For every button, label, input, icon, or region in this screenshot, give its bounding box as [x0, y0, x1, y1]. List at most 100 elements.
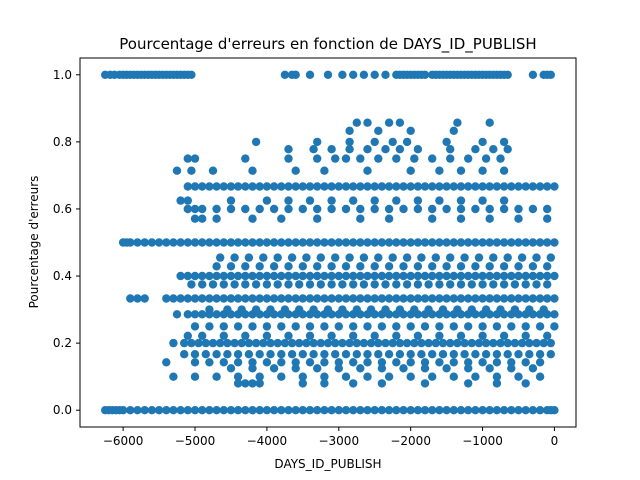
- data-point: [507, 238, 516, 247]
- data-point: [298, 262, 307, 271]
- data-point: [514, 294, 523, 303]
- data-point: [406, 294, 415, 303]
- data-point: [183, 196, 192, 205]
- data-point: [341, 372, 351, 381]
- data-point: [449, 358, 458, 367]
- data-point: [363, 271, 372, 281]
- data-point: [417, 253, 426, 262]
- data-point: [255, 372, 264, 381]
- y-tick-label: 0.2: [53, 336, 72, 350]
- data-point: [331, 338, 340, 348]
- data-point: [251, 280, 261, 289]
- data-point: [356, 271, 365, 281]
- data-point: [269, 262, 279, 271]
- data-point: [499, 262, 509, 271]
- data-point: [313, 364, 322, 373]
- data-point: [190, 350, 200, 359]
- data-point: [395, 350, 405, 359]
- data-point: [528, 238, 538, 247]
- data-point: [356, 214, 365, 223]
- data-point: [399, 238, 408, 247]
- data-point: [550, 238, 559, 247]
- data-point: [392, 322, 401, 331]
- data-point: [428, 238, 437, 247]
- data-point: [198, 214, 207, 223]
- data-point: [521, 271, 530, 281]
- data-point: [460, 253, 469, 262]
- data-point: [507, 364, 516, 373]
- data-point: [374, 350, 383, 359]
- data-point: [183, 238, 192, 247]
- data-point: [395, 145, 405, 154]
- data-point: [194, 338, 203, 348]
- data-point: [349, 182, 358, 191]
- data-point: [305, 182, 315, 191]
- data-point: [176, 238, 185, 247]
- data-point: [413, 182, 423, 191]
- data-point: [298, 406, 307, 415]
- data-point: [241, 271, 250, 281]
- data-point: [277, 214, 286, 223]
- data-point: [449, 350, 458, 359]
- data-point: [284, 271, 293, 281]
- data-point: [438, 338, 448, 348]
- data-point: [406, 166, 415, 175]
- data-point: [381, 280, 390, 289]
- data-point: [251, 338, 261, 348]
- data-point: [190, 294, 200, 303]
- data-point: [208, 338, 218, 348]
- data-point: [420, 406, 430, 415]
- data-point: [485, 182, 494, 191]
- data-point: [341, 238, 351, 247]
- data-point: [528, 262, 538, 271]
- data-point: [349, 358, 358, 367]
- data-point: [442, 238, 451, 247]
- data-point: [489, 280, 498, 289]
- data-point: [392, 154, 401, 163]
- data-point: [456, 271, 466, 281]
- data-point: [219, 280, 228, 289]
- data-point: [255, 182, 264, 191]
- data-point: [187, 338, 196, 348]
- data-point: [313, 204, 322, 214]
- data-point: [169, 294, 178, 303]
- data-point: [237, 338, 246, 348]
- data-point: [507, 182, 516, 191]
- data-point: [363, 406, 372, 415]
- data-point: [525, 305, 534, 314]
- data-point: [352, 350, 361, 359]
- data-point: [442, 137, 451, 147]
- data-point: [428, 350, 437, 359]
- data-point: [370, 196, 379, 205]
- y-tick-label: 1.0: [53, 68, 72, 82]
- data-point: [356, 182, 365, 191]
- data-point: [485, 262, 494, 271]
- data-point: [262, 271, 272, 281]
- data-point: [370, 280, 379, 289]
- data-point: [503, 70, 512, 80]
- data-point: [435, 238, 444, 247]
- data-point: [126, 294, 135, 303]
- data-point: [543, 294, 552, 303]
- data-point: [320, 322, 329, 331]
- data-point: [381, 338, 390, 348]
- data-point: [255, 271, 264, 281]
- data-point: [320, 271, 329, 281]
- data-point: [399, 364, 408, 373]
- data-point: [456, 294, 466, 303]
- data-point: [370, 294, 379, 303]
- data-point: [481, 305, 491, 314]
- data-point: [233, 271, 243, 281]
- data-point: [255, 238, 264, 247]
- data-point: [420, 322, 430, 331]
- data-point: [259, 253, 268, 262]
- data-point: [442, 364, 451, 373]
- data-point: [284, 294, 293, 303]
- data-point: [305, 271, 315, 281]
- data-point: [543, 238, 552, 247]
- data-point: [248, 271, 257, 281]
- data-point: [471, 145, 480, 154]
- data-point: [241, 262, 250, 271]
- data-point: [363, 166, 372, 175]
